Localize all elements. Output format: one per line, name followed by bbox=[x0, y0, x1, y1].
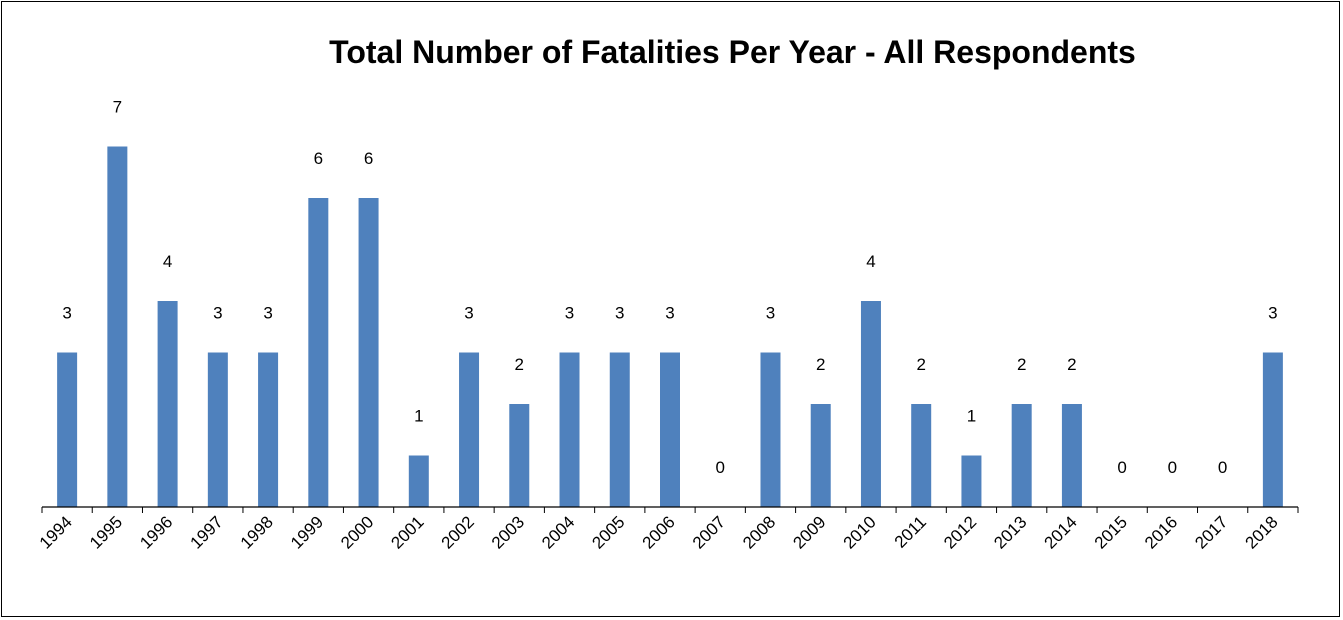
x-tick-label-1996: 1996 bbox=[136, 512, 176, 552]
bar-1995 bbox=[107, 146, 128, 507]
x-tick-label-2005: 2005 bbox=[588, 512, 628, 552]
data-label-1999: 6 bbox=[314, 149, 323, 168]
x-tick-label-2004: 2004 bbox=[538, 512, 578, 552]
data-label-2011: 2 bbox=[916, 355, 925, 374]
data-label-2006: 3 bbox=[665, 304, 674, 323]
data-label-2012: 1 bbox=[967, 407, 976, 426]
data-label-1996: 4 bbox=[163, 252, 172, 271]
data-label-2005: 3 bbox=[615, 304, 624, 323]
bars-layer bbox=[57, 146, 1283, 507]
bar-1998 bbox=[258, 352, 279, 507]
bar-2013 bbox=[1011, 404, 1032, 507]
data-label-2015: 0 bbox=[1117, 458, 1126, 477]
data-label-2007: 0 bbox=[716, 458, 725, 477]
data-label-1994: 3 bbox=[62, 304, 71, 323]
data-label-2000: 6 bbox=[364, 149, 373, 168]
bar-2002 bbox=[459, 352, 480, 507]
bar-2009 bbox=[810, 404, 831, 507]
chart-title: Total Number of Fatalities Per Year - Al… bbox=[329, 34, 1136, 70]
data-label-1998: 3 bbox=[263, 304, 272, 323]
data-label-2001: 1 bbox=[414, 407, 423, 426]
x-tick-label-2009: 2009 bbox=[789, 512, 829, 552]
x-tick-label-1999: 1999 bbox=[287, 512, 327, 552]
x-ticks-layer bbox=[41, 507, 1299, 513]
x-tick-label-2010: 2010 bbox=[840, 512, 880, 552]
bar-2014 bbox=[1061, 404, 1082, 507]
data-label-2008: 3 bbox=[766, 304, 775, 323]
bar-1997 bbox=[207, 352, 228, 507]
x-tick-label-1998: 1998 bbox=[237, 512, 277, 552]
x-tick-label-2016: 2016 bbox=[1141, 512, 1181, 552]
x-tick-label-2013: 2013 bbox=[990, 512, 1030, 552]
data-label-2013: 2 bbox=[1017, 355, 1026, 374]
x-tick-label-2003: 2003 bbox=[488, 512, 528, 552]
data-label-2009: 2 bbox=[816, 355, 825, 374]
bar-2005 bbox=[609, 352, 630, 507]
x-tick-label-1995: 1995 bbox=[86, 512, 126, 552]
data-label-2003: 2 bbox=[515, 355, 524, 374]
x-tick-label-2000: 2000 bbox=[337, 512, 377, 552]
x-tick-label-2012: 2012 bbox=[940, 512, 980, 552]
x-tick-label-2008: 2008 bbox=[739, 512, 779, 552]
data-label-1997: 3 bbox=[213, 304, 222, 323]
data-label-2004: 3 bbox=[565, 304, 574, 323]
data-label-2017: 0 bbox=[1218, 458, 1227, 477]
bar-2008 bbox=[760, 352, 781, 507]
x-tick-label-2007: 2007 bbox=[689, 512, 729, 552]
x-tick-label-2018: 2018 bbox=[1242, 512, 1282, 552]
bar-1999 bbox=[308, 198, 329, 507]
data-label-1995: 7 bbox=[113, 98, 122, 117]
x-tick-label-2006: 2006 bbox=[639, 512, 679, 552]
data-labels-layer: 3 7 4 3 3 6 6 1 3 2 3 3 3 0 3 2 4 2 1 2 2 0 0 0 3 bbox=[62, 98, 1277, 478]
bar-2003 bbox=[509, 404, 530, 507]
bar-2001 bbox=[408, 455, 429, 507]
data-label-2018: 3 bbox=[1268, 304, 1277, 323]
bar-2012 bbox=[961, 455, 982, 507]
x-tick-label-2017: 2017 bbox=[1191, 512, 1231, 552]
bar-2000 bbox=[358, 198, 379, 507]
x-tick-label-2011: 2011 bbox=[891, 512, 930, 551]
bar-1996 bbox=[157, 301, 178, 507]
x-tick-label-1994: 1994 bbox=[36, 512, 76, 552]
bar-2010 bbox=[860, 301, 881, 507]
bar-2004 bbox=[559, 352, 580, 507]
x-tick-label-2001: 2001 bbox=[387, 512, 427, 552]
bar-2006 bbox=[660, 352, 680, 507]
bar-2011 bbox=[911, 404, 932, 507]
x-tick-label-2002: 2002 bbox=[438, 512, 478, 552]
x-tick-labels-layer: 1994 1995 1996 1997 1998 1999 2000 2001 2002 2003… bbox=[36, 512, 1282, 552]
data-label-2014: 2 bbox=[1067, 355, 1076, 374]
x-tick-label-2014: 2014 bbox=[1041, 512, 1081, 552]
bar-2018 bbox=[1262, 352, 1283, 507]
data-label-2010: 4 bbox=[866, 252, 875, 271]
data-label-2002: 3 bbox=[464, 304, 473, 323]
bar-1994 bbox=[57, 352, 78, 507]
x-tick-label-2015: 2015 bbox=[1091, 512, 1131, 552]
data-label-2016: 0 bbox=[1168, 458, 1177, 477]
x-tick-label-1997: 1997 bbox=[186, 512, 226, 552]
